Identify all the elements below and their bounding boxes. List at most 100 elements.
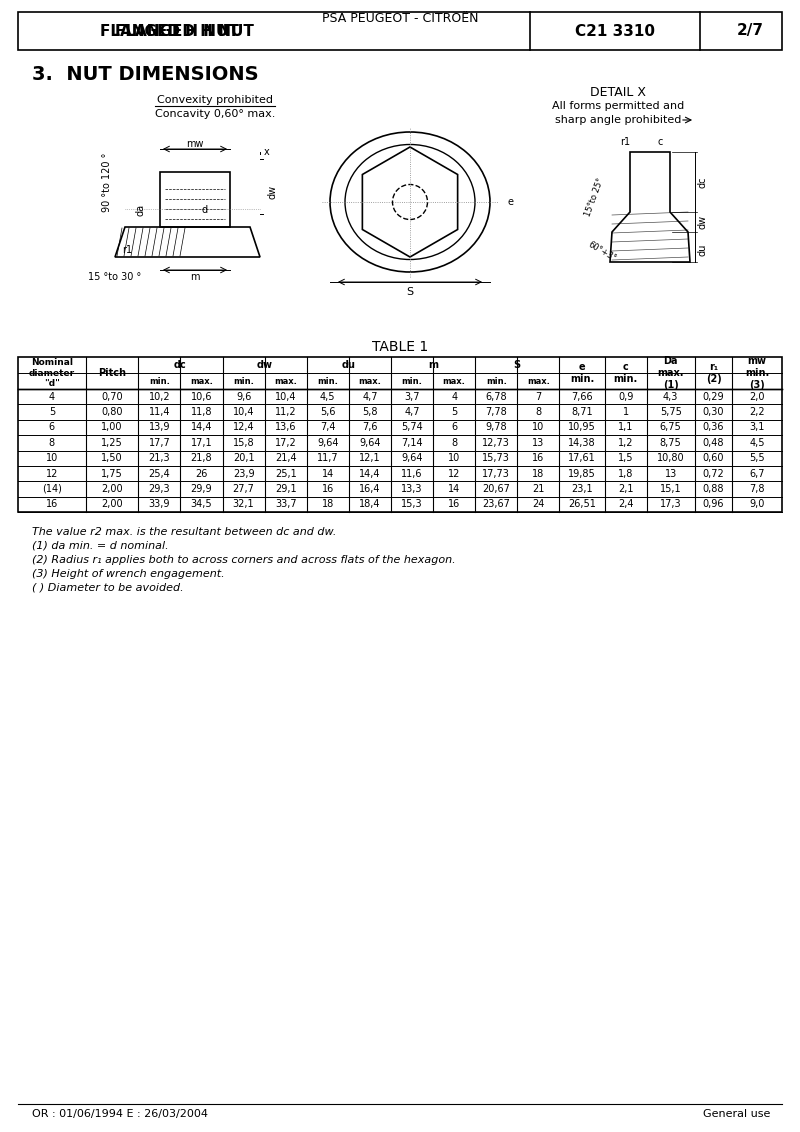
Text: 1,2: 1,2 (618, 438, 634, 448)
Text: Da
max.
(1): Da max. (1) (658, 357, 684, 389)
Text: 8: 8 (451, 438, 458, 448)
Text: min.: min. (402, 377, 422, 386)
Text: 11,4: 11,4 (149, 408, 170, 417)
Text: 33,9: 33,9 (149, 499, 170, 509)
Text: 4,7: 4,7 (362, 392, 378, 402)
Text: d: d (202, 205, 208, 215)
Text: 32,1: 32,1 (233, 499, 254, 509)
Text: 16: 16 (322, 484, 334, 494)
Text: dw: dw (697, 215, 707, 229)
Text: 4,5: 4,5 (320, 392, 335, 402)
Text: 1,8: 1,8 (618, 469, 634, 479)
Text: 15 °to 30 °: 15 °to 30 ° (88, 272, 142, 282)
Text: General use: General use (702, 1109, 770, 1120)
Text: da: da (135, 204, 145, 216)
Text: 10,4: 10,4 (233, 408, 254, 417)
Text: 0,80: 0,80 (102, 408, 122, 417)
Text: 7,8: 7,8 (750, 484, 765, 494)
Text: 14: 14 (448, 484, 460, 494)
Text: dw: dw (268, 185, 278, 199)
Text: C21 3310: C21 3310 (575, 24, 655, 38)
Text: dc: dc (697, 177, 707, 188)
Text: 1,75: 1,75 (101, 469, 123, 479)
Text: du: du (697, 243, 707, 256)
Text: (3) Height of wrench engagement.: (3) Height of wrench engagement. (32, 569, 225, 578)
Text: 7,14: 7,14 (402, 438, 423, 448)
Text: 5,74: 5,74 (401, 422, 423, 432)
Text: 14,38: 14,38 (568, 438, 596, 448)
Text: 13,9: 13,9 (149, 422, 170, 432)
Text: 5,6: 5,6 (320, 408, 335, 417)
Text: 8,75: 8,75 (660, 438, 682, 448)
Text: 11,2: 11,2 (275, 408, 297, 417)
Text: 0,48: 0,48 (703, 438, 724, 448)
Text: 27,7: 27,7 (233, 484, 254, 494)
Text: m: m (428, 360, 438, 370)
Text: 0,30: 0,30 (703, 408, 724, 417)
Text: 29,9: 29,9 (190, 484, 212, 494)
Text: 25,4: 25,4 (149, 469, 170, 479)
Text: 4: 4 (49, 392, 55, 402)
Text: 9,64: 9,64 (317, 438, 338, 448)
Bar (18, 357, 782, 512)
Text: 26: 26 (195, 469, 208, 479)
Text: 9,6: 9,6 (236, 392, 251, 402)
Text: 21,8: 21,8 (190, 453, 212, 463)
Text: 9,0: 9,0 (750, 499, 765, 509)
Text: 0,9: 0,9 (618, 392, 634, 402)
Text: Convexity prohibited: Convexity prohibited (157, 95, 273, 105)
Text: 9,64: 9,64 (359, 438, 381, 448)
Text: S: S (406, 288, 414, 297)
Text: 4,5: 4,5 (750, 438, 765, 448)
Bar (160, 172, 230, 228)
Text: max.: max. (190, 377, 213, 386)
Text: 14,4: 14,4 (190, 422, 212, 432)
Text: 7: 7 (535, 392, 542, 402)
Text: 60°+3°: 60°+3° (586, 240, 618, 264)
Text: Nominal
diameter
"d": Nominal diameter "d" (29, 358, 75, 388)
Text: 16: 16 (532, 453, 545, 463)
Text: r1: r1 (620, 137, 630, 147)
Text: 0,60: 0,60 (703, 453, 724, 463)
Text: 7,66: 7,66 (571, 392, 593, 402)
Text: 13,6: 13,6 (275, 422, 297, 432)
Text: 17,61: 17,61 (568, 453, 596, 463)
Text: 21,4: 21,4 (275, 453, 297, 463)
Text: max.: max. (527, 377, 550, 386)
Text: 24: 24 (532, 499, 545, 509)
Text: 1,5: 1,5 (618, 453, 634, 463)
Text: 10,4: 10,4 (275, 392, 297, 402)
Text: min.: min. (318, 377, 338, 386)
Text: c: c (658, 137, 662, 147)
Text: (14): (14) (42, 484, 62, 494)
Text: 13: 13 (665, 469, 677, 479)
Text: 5: 5 (451, 408, 458, 417)
Text: 8,71: 8,71 (571, 408, 593, 417)
Text: e
min.: e min. (570, 362, 594, 384)
Text: 2/7: 2/7 (737, 24, 763, 38)
Text: 0,72: 0,72 (702, 469, 725, 479)
Text: 6,75: 6,75 (660, 422, 682, 432)
Text: max.: max. (274, 377, 297, 386)
Text: 13,3: 13,3 (402, 484, 422, 494)
Text: 29,1: 29,1 (275, 484, 297, 494)
Text: 17,73: 17,73 (482, 469, 510, 479)
Text: 21,3: 21,3 (149, 453, 170, 463)
Text: 10,2: 10,2 (149, 392, 170, 402)
Text: 2,00: 2,00 (101, 499, 123, 509)
Text: 4: 4 (451, 392, 458, 402)
Text: 3,1: 3,1 (750, 422, 765, 432)
Text: 10,6: 10,6 (190, 392, 212, 402)
Text: 6,78: 6,78 (486, 392, 507, 402)
Text: The value r2 max. is the resultant between dc and dw.: The value r2 max. is the resultant betwe… (32, 528, 336, 537)
Text: 2,4: 2,4 (618, 499, 634, 509)
Text: 11,7: 11,7 (317, 453, 338, 463)
Text: max.: max. (442, 377, 466, 386)
Text: 16,4: 16,4 (359, 484, 381, 494)
Text: Concavity 0,60° max.: Concavity 0,60° max. (155, 109, 275, 119)
Text: 23,1: 23,1 (571, 484, 593, 494)
Text: 5,75: 5,75 (660, 408, 682, 417)
Text: 1,50: 1,50 (101, 453, 123, 463)
Text: 1,00: 1,00 (102, 422, 122, 432)
Text: 16: 16 (448, 499, 460, 509)
